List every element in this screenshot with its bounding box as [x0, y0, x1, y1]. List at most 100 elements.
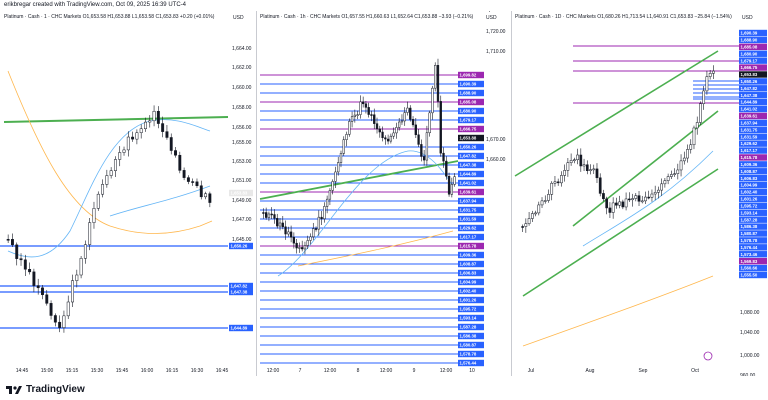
price-label-tag	[458, 170, 484, 178]
price-label: 1,586.38	[741, 224, 758, 229]
candle-body	[298, 247, 301, 249]
price-label-tag	[458, 224, 484, 232]
price-label: 1,680.90	[741, 51, 758, 56]
candle-body	[624, 198, 628, 208]
tradingview-logo[interactable]: TradingView	[6, 384, 85, 395]
candle-body	[66, 301, 70, 317]
currency-label: USD	[233, 15, 244, 21]
candle-body	[566, 162, 570, 171]
price-label: 1,647.38	[741, 93, 758, 98]
candle-body	[375, 123, 379, 130]
price-label-tag	[739, 181, 767, 189]
price-label-tag	[458, 125, 484, 133]
candle-body	[312, 228, 315, 238]
candle-body	[573, 159, 576, 162]
candle-body	[560, 175, 563, 184]
price-axis-tick: 1,647.00	[232, 217, 252, 223]
price-label-tag	[739, 105, 767, 113]
candle-body	[292, 236, 296, 244]
candle-body	[422, 156, 426, 161]
candle-body	[135, 132, 139, 140]
price-label: 1,631.59	[741, 134, 758, 139]
candle-body	[289, 231, 293, 238]
price-label-tag	[739, 92, 767, 99]
candle-body	[317, 216, 320, 230]
candle-body	[320, 216, 323, 220]
price-label: 1,688.90	[460, 91, 477, 96]
price-label-tag	[739, 161, 767, 168]
candle-body	[204, 193, 208, 198]
price-label-tag	[458, 287, 484, 295]
price-label: 1,617.17	[460, 235, 477, 240]
price-label-tag	[229, 189, 253, 197]
price-label-tag	[739, 78, 767, 85]
price-label: 1,608.87	[741, 169, 758, 174]
price-label: 1,629.62	[741, 141, 758, 146]
candle-body	[436, 65, 440, 102]
candle-body	[262, 212, 265, 214]
candle-body	[595, 168, 599, 179]
candle-body	[708, 73, 712, 77]
candle-body	[673, 173, 676, 175]
chart-canvas[interactable]: 1,720.00 1,710.00 1,700.001,690.001,680.00…	[258, 11, 510, 376]
candle-body	[392, 132, 395, 137]
candle-body	[420, 144, 423, 157]
candle-body	[331, 181, 334, 191]
price-label-tag	[739, 175, 767, 182]
price-axis-tick: 1,690.00	[486, 11, 506, 13]
chart-canvas[interactable]: 1,664.00 1,662.00 1,660.00 1,658.00 1,656.00…	[0, 11, 255, 376]
price-label: 1,560.66	[741, 266, 758, 271]
candle-body	[615, 202, 618, 206]
time-axis-tick: 15:45	[116, 368, 129, 374]
chart-panel-1h[interactable]: Platinum · Cash · 1h · CHC Markets O1,65…	[258, 11, 510, 376]
price-label-tag	[739, 43, 767, 51]
candle-body	[10, 239, 14, 246]
price-label: 1,555.50	[741, 273, 758, 278]
candle-body	[6, 239, 10, 241]
price-label-tag	[739, 216, 767, 223]
chart-canvas[interactable]: 1,080.00 1,040.00 1,000.00 960.00 Jul Aug Sep O…	[513, 11, 768, 376]
candle-body	[131, 136, 135, 140]
panel-divider[interactable]	[256, 11, 257, 376]
price-label: 1,595.72	[460, 307, 477, 312]
price-label: 1,647.38	[231, 290, 248, 295]
price-label: 1,573.46	[741, 252, 758, 257]
candle-body	[161, 123, 165, 132]
price-label-tag	[458, 197, 484, 205]
candle-body	[276, 218, 279, 227]
candle-body	[378, 128, 381, 133]
moving-average-slow	[522, 275, 714, 347]
panel-divider[interactable]	[511, 11, 512, 376]
candle-body	[598, 177, 602, 194]
candle-body	[75, 274, 79, 281]
time-axis-tick: 12:00	[267, 368, 280, 374]
candle-body	[389, 135, 393, 142]
price-label-tag	[739, 264, 767, 272]
candle-body	[540, 200, 544, 206]
candle-body	[306, 240, 309, 246]
chart-panel-1d[interactable]: Platinum · Cash · 1D · CHC Markets O1,68…	[513, 11, 768, 376]
time-axis-tick: 14:45	[16, 368, 29, 374]
time-axis-tick: 15:30	[91, 368, 104, 374]
time-axis-tick: Jul	[528, 368, 534, 374]
price-label-tag	[739, 195, 767, 203]
price-label-tag	[739, 154, 767, 161]
price-label: 1,650.26	[231, 244, 248, 249]
candle-body	[58, 321, 62, 328]
price-axis-tick: 1,700.00	[486, 11, 506, 13]
price-label: 1,631.59	[460, 217, 477, 222]
price-label: 1,666.75	[460, 127, 477, 132]
candle-body	[182, 170, 186, 178]
candle-body	[442, 152, 445, 162]
price-label-tag	[458, 341, 484, 349]
price-label: 1,631.75	[460, 208, 477, 213]
candle-body	[611, 202, 615, 213]
price-label-tag	[458, 278, 484, 286]
candle-body	[284, 226, 287, 235]
price-label-tag	[229, 242, 253, 250]
price-label-tag	[739, 257, 767, 265]
price-label-tag	[458, 80, 484, 88]
candle-body	[356, 114, 359, 116]
candle-body	[144, 121, 147, 129]
chart-panel-1m[interactable]: Platinum · Cash · 1 · CHC Markets O1,653…	[0, 11, 255, 376]
